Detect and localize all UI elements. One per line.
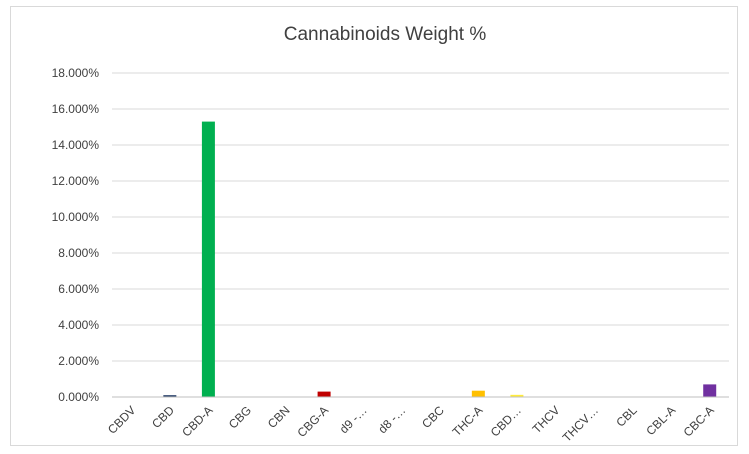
y-tick-label: 12.000% [52,174,100,188]
chart-area: Cannabinoids Weight % 0.000% 2.000% 4.000%… [10,6,738,446]
bars [163,121,717,397]
bar [510,394,524,397]
bar [471,390,485,397]
bar [317,391,331,397]
y-tick-label: 14.000% [52,138,100,152]
x-tick-label: CBG [226,403,254,431]
x-tick-label: THC-A [450,403,486,439]
y-axis-tick-labels: 0.000% 2.000% 4.000% 6.000% 8.000% 10.000% 12.… [52,66,100,404]
x-tick-label: CBC-A [681,403,717,439]
y-tick-label: 18.000% [52,66,100,80]
y-tick-label: 16.000% [52,102,100,116]
x-axis-tick-labels: CBDV CBD CBD-A CBG CBN CBG-A d9 -… d8 -… CBC THC-… [105,403,717,445]
bar [201,121,215,397]
y-tick-label: 0.000% [58,390,99,404]
x-tick-label: CBD… [488,403,524,439]
x-tick-label: d8 -… [375,403,408,436]
x-tick-label: CBDV [105,403,138,436]
y-tick-label: 6.000% [58,282,99,296]
x-tick-label: CBC [419,403,447,431]
x-tick-label: CBG-A [294,403,331,440]
chart-title: Cannabinoids Weight % [284,24,487,45]
x-tick-label: CBN [265,403,293,431]
x-tick-label: CBL-A [643,403,678,438]
x-tick-label: d9 -… [337,403,370,436]
bar [163,395,177,397]
y-tick-label: 10.000% [52,210,100,224]
y-tick-label: 4.000% [58,318,99,332]
y-tick-label: 2.000% [58,354,99,368]
bar-chart: Cannabinoids Weight % 0.000% 2.000% 4.000%… [52,24,729,445]
bar [703,384,717,397]
x-tick-label: CBD [149,403,177,431]
x-tick-label: THCV [530,403,563,436]
x-tick-label: THCV… [560,403,601,444]
y-tick-label: 8.000% [58,246,99,260]
x-tick-label: CBL [613,403,640,430]
x-tick-label: CBD-A [179,403,215,439]
